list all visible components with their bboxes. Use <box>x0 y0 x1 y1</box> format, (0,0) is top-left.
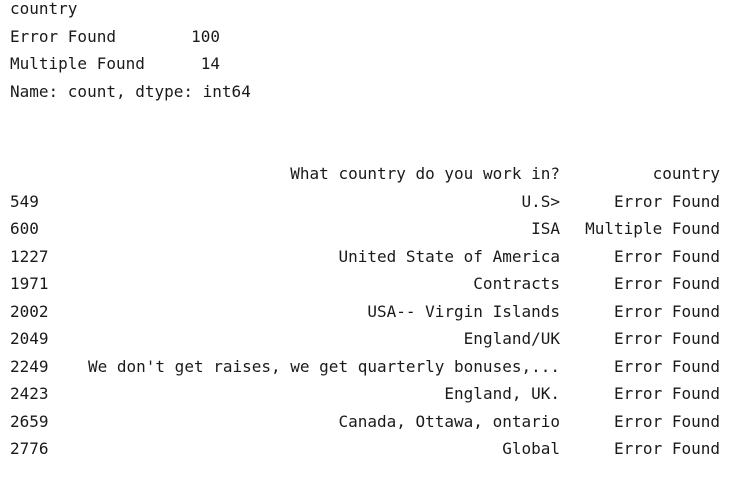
row-index: 2249 <box>10 356 49 376</box>
country-cell: Error Found <box>614 356 720 376</box>
country-cell: Error Found <box>614 274 720 293</box>
answer-cell: Global <box>502 439 560 458</box>
table-row: 2049 England/UK Error Found <box>10 330 730 358</box>
row-index: 2659 <box>10 411 49 431</box>
row-index: 2423 <box>10 384 49 403</box>
answer-cell: England/UK <box>463 329 560 348</box>
table-row: 1971 Contracts Error Found <box>10 275 730 303</box>
answer-cell: United State of America <box>338 246 560 266</box>
answer-cell: England, UK. <box>444 384 560 403</box>
country-cell: Error Found <box>614 439 720 458</box>
series-row: Multiple Found 14 <box>10 55 730 83</box>
series-footer: Name: count, dtype: int64 <box>10 81 251 101</box>
country-cell: Error Found <box>614 301 720 321</box>
series-label: Error Found <box>10 26 116 46</box>
table-row: 2659 Canada, Ottawa, ontario Error Found <box>10 413 730 441</box>
row-index: 600 <box>10 219 39 238</box>
country-cell: Error Found <box>614 411 720 431</box>
answer-cell: We don't get raises, we get quarterly bo… <box>87 356 560 376</box>
country-cell: Error Found <box>614 329 720 348</box>
dataframe-index-header <box>10 165 60 193</box>
table-row: 2423 England, UK. Error Found <box>10 385 730 413</box>
answer-cell: U.S> <box>521 191 560 211</box>
answer-cell: ISA <box>531 219 560 238</box>
series-row: Error Found 100 <box>10 28 730 56</box>
answer-cell: Contracts <box>473 274 560 293</box>
table-row: 1227 United State of America Error Found <box>10 248 730 276</box>
row-index: 2776 <box>10 439 49 458</box>
series-value: 14 <box>200 54 220 73</box>
country-cell: Error Found <box>614 384 720 403</box>
answer-cell: Canada, Ottawa, ontario <box>338 411 560 431</box>
table-row: 600 ISA Multiple Found <box>10 220 730 248</box>
table-row: 2002 USA-- Virgin Islands Error Found <box>10 303 730 331</box>
country-cell: Error Found <box>614 246 720 266</box>
answer-cell: USA-- Virgin Islands <box>367 301 560 321</box>
row-index: 2049 <box>10 329 49 348</box>
country-cell: Error Found <box>614 191 720 211</box>
row-index: 1971 <box>10 274 49 293</box>
dataframe-body: 549 U.S> Error Found 600 ISA Multiple Found 12… <box>10 193 730 468</box>
series-label: Multiple Found <box>10 54 145 73</box>
series-value: 100 <box>191 26 220 46</box>
row-index: 1227 <box>10 246 49 266</box>
table-row: 2776 Global Error Found <box>10 440 730 468</box>
output-spacer <box>10 110 730 165</box>
dataframe-column-header: country <box>652 164 720 183</box>
dataframe-header: What country do you work in? country <box>10 165 730 193</box>
dataframe-column-header: What country do you work in? <box>290 164 560 183</box>
row-index: 2002 <box>10 301 49 321</box>
table-row: 2249 We don't get raises, we get quarterl… <box>10 358 730 386</box>
table-row: 549 U.S> Error Found <box>10 193 730 221</box>
country-cell: Multiple Found <box>585 219 720 238</box>
series-name: country <box>10 0 78 18</box>
cell-output: country Error Found 100 Multiple Found 1… <box>10 0 730 468</box>
row-index: 549 <box>10 191 39 211</box>
